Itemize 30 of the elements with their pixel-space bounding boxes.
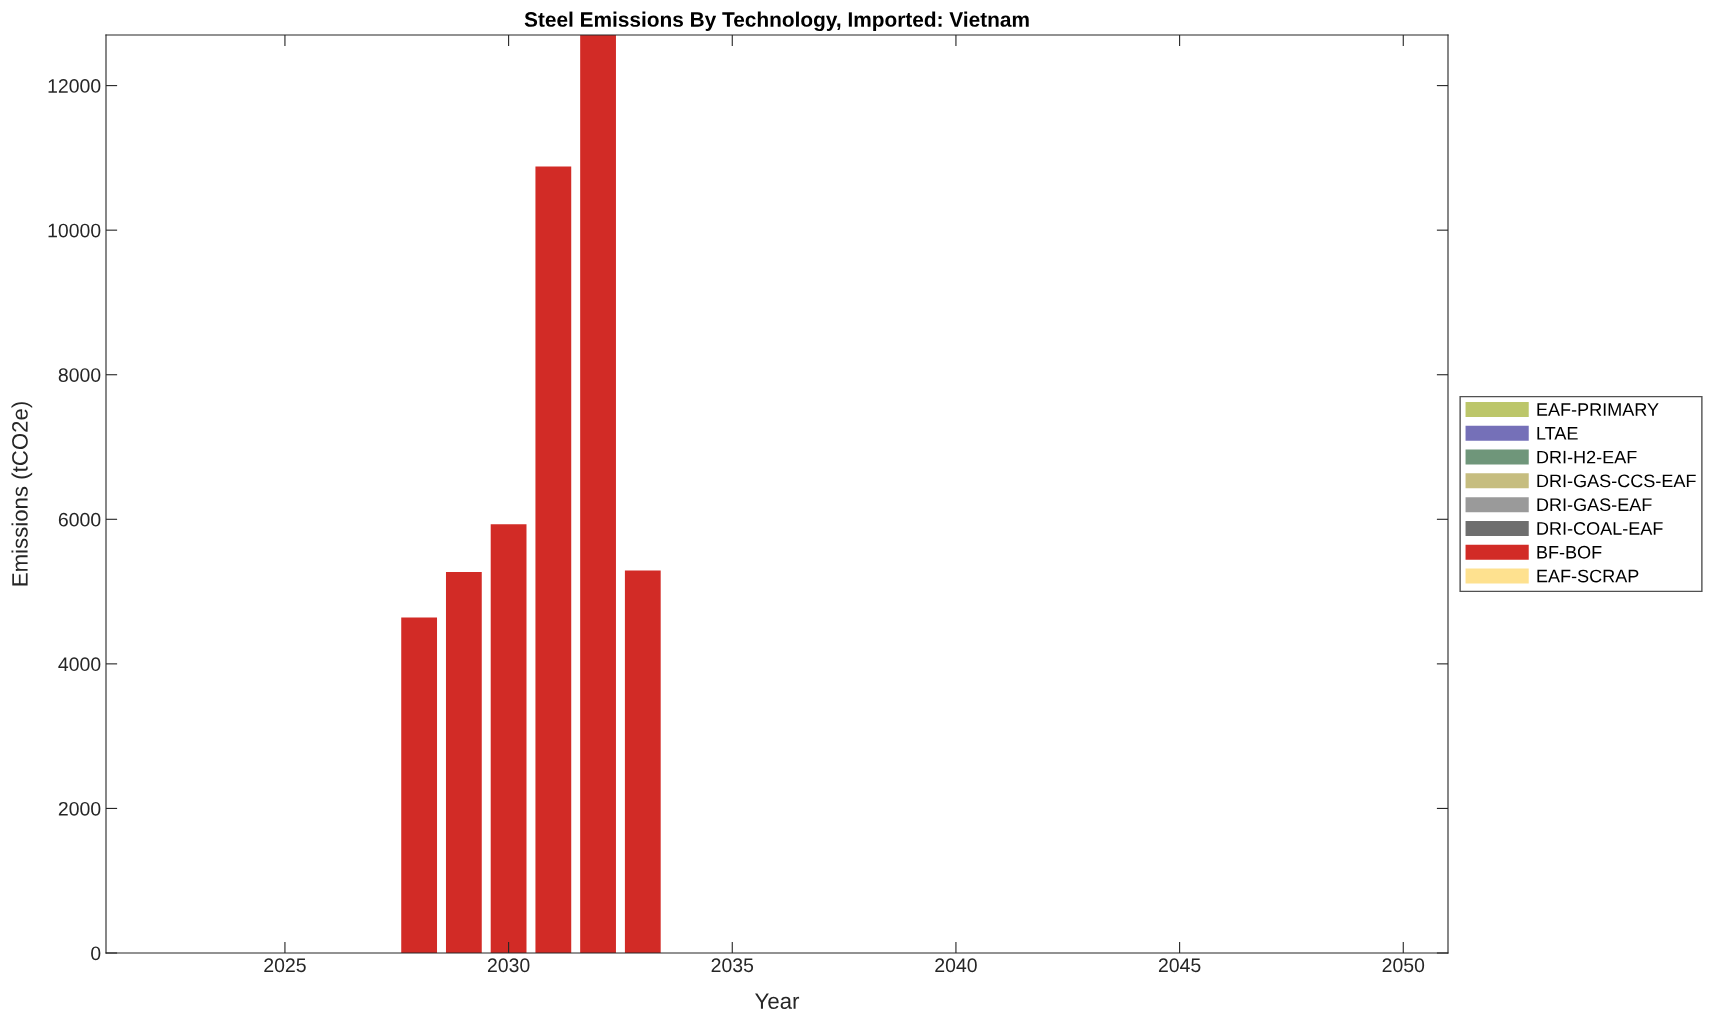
chart-title: Steel Emissions By Technology, Imported: Vietnam	[524, 11, 1029, 32]
y-tick-label: 4000	[58, 657, 101, 672]
legend-label: DRI-GAS-EAF	[1537, 498, 1652, 512]
legend-label: DRI-H2-EAF	[1537, 450, 1637, 464]
x-tick-label: 2045	[1158, 958, 1201, 973]
y-axis-title: Emissions (tCO2e)	[11, 402, 33, 586]
x-tick-label: 2035	[711, 958, 754, 973]
bar	[401, 617, 438, 953]
bar	[490, 524, 527, 953]
y-tick-label: 10000	[48, 223, 101, 238]
legend-label: EAF-PRIMARY	[1537, 403, 1659, 416]
x-axis-title: Year	[755, 993, 800, 1009]
x-tick-label: 2030	[487, 958, 530, 973]
y-tick-label: 0	[91, 946, 101, 961]
legend-label: EAF-SCRAP	[1537, 569, 1639, 583]
bar	[445, 572, 482, 953]
legend-label: BF-BOF	[1537, 545, 1602, 559]
x-tick-label: 2040	[935, 958, 977, 973]
bar	[535, 166, 572, 953]
legend-label: DRI-GAS-CCS-EAF	[1537, 474, 1696, 488]
y-tick-label: 2000	[58, 801, 101, 816]
y-tick-label: 6000	[58, 512, 101, 527]
y-tick-label: 8000	[58, 368, 101, 382]
legend-label: LTAE	[1537, 427, 1578, 440]
legend-label: DRI-COAL-EAF	[1537, 522, 1663, 535]
x-tick-label: 2050	[1382, 958, 1425, 973]
bar	[580, 35, 616, 953]
x-tick-label: 2025	[264, 958, 306, 973]
y-tick-label: 12000	[48, 79, 101, 93]
bar	[624, 570, 661, 953]
